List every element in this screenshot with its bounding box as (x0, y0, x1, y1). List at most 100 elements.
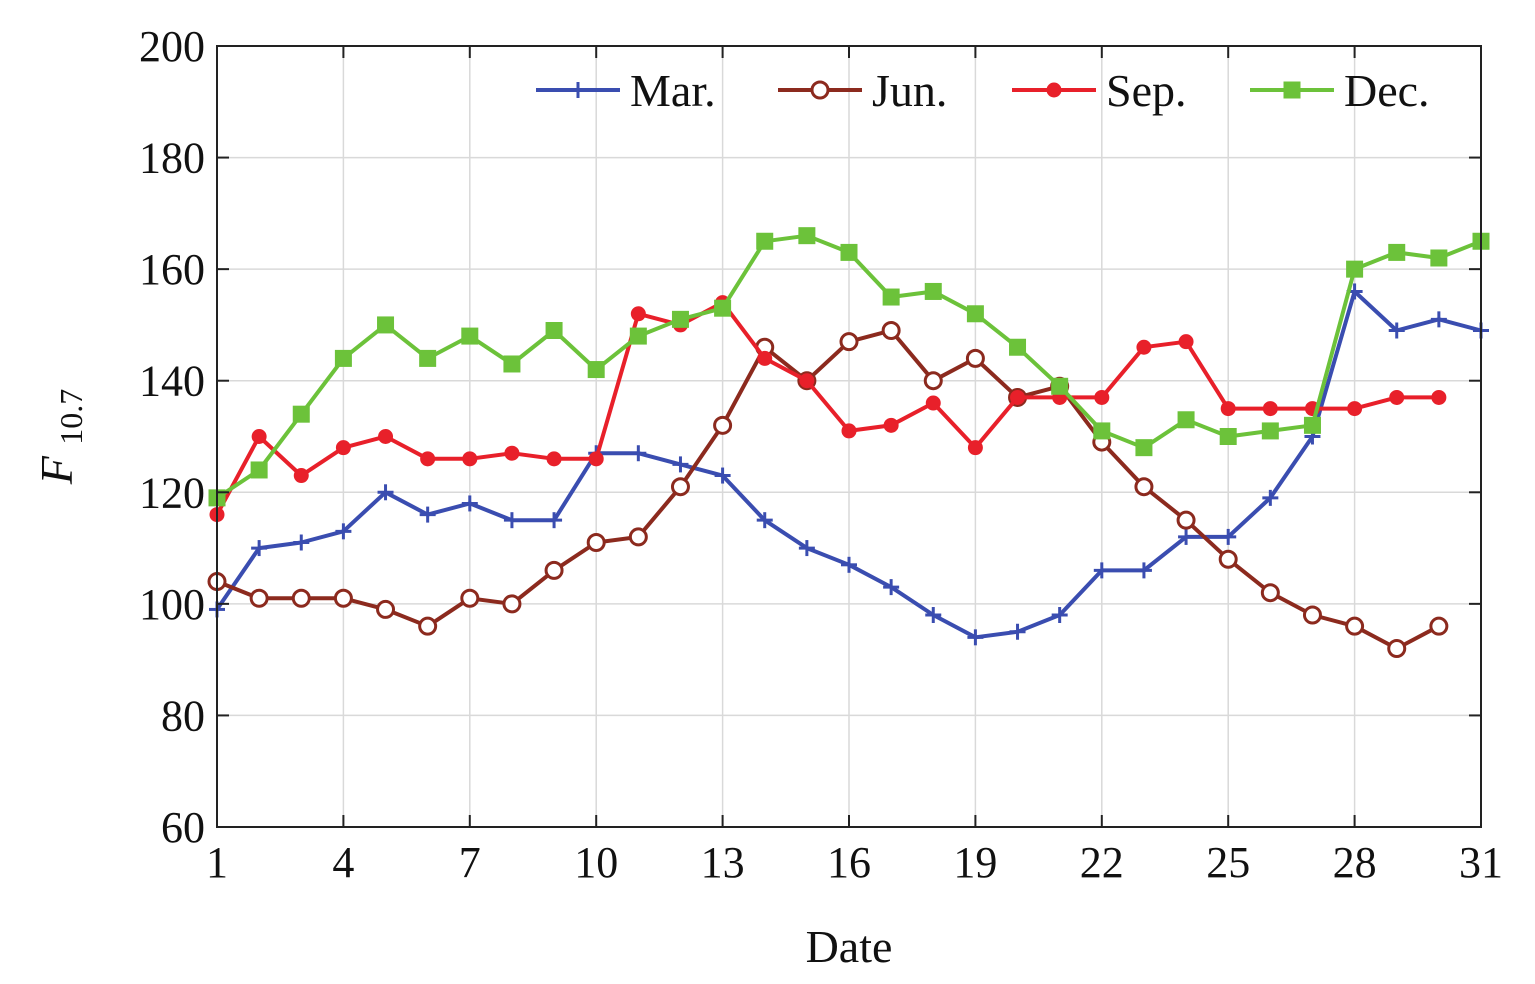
y-tick-label: 60 (161, 803, 205, 852)
data-point-dec (292, 405, 310, 423)
data-point-mar (967, 629, 984, 646)
series-dec (208, 227, 1490, 507)
data-point-sep (1389, 389, 1405, 405)
data-point-dec (671, 310, 689, 328)
legend-item-mar: Mar. (536, 65, 716, 116)
data-point-mar (630, 445, 647, 462)
data-point-dec (1177, 411, 1195, 429)
data-point-dec (419, 349, 437, 367)
data-point-sep (1262, 401, 1278, 417)
data-point-jun (628, 527, 648, 547)
data-point-jun (544, 560, 564, 580)
legend-swatch-marker (570, 82, 586, 98)
y-tick-label: 180 (139, 134, 205, 183)
x-tick-label: 1 (206, 838, 228, 887)
x-axis-label: Date (806, 921, 893, 972)
data-point-dec (587, 361, 605, 379)
data-point-jun (1218, 549, 1238, 569)
data-point-jun (1260, 583, 1280, 603)
data-point-sep (420, 451, 436, 467)
data-point-jun (881, 321, 901, 341)
legend: Mar. Jun. Sep. Dec. (536, 65, 1430, 116)
y-tick-label: 80 (161, 691, 205, 740)
data-point-dec (924, 282, 942, 300)
data-point-jun (460, 588, 480, 608)
data-point-mar (798, 540, 815, 557)
data-point-sep (841, 423, 857, 439)
data-point-dec (334, 349, 352, 367)
legend-label: Dec. (1344, 65, 1430, 116)
data-point-dec (1430, 249, 1448, 267)
data-point-sep (1431, 389, 1447, 405)
data-point-mar (419, 506, 436, 523)
y-axis-label-subscript: 10.7 (53, 389, 89, 445)
data-point-sep (883, 417, 899, 433)
data-point-mar (335, 523, 352, 540)
data-point-mar (1093, 562, 1110, 579)
data-point-dec (1009, 338, 1027, 356)
data-point-sep (630, 306, 646, 322)
data-point-dec (840, 243, 858, 261)
data-point-sep (462, 451, 478, 467)
data-point-jun (1302, 605, 1322, 625)
legend-label: Mar. (630, 65, 716, 116)
data-point-mar (1388, 322, 1405, 339)
data-point-jun (923, 371, 943, 391)
data-point-mar (1178, 528, 1195, 545)
legend-item-dec: Dec. (1250, 65, 1430, 116)
data-point-sep (1220, 401, 1236, 417)
data-point-jun (1387, 638, 1407, 658)
data-point-sep (504, 445, 520, 461)
x-tick-label: 10 (574, 838, 618, 887)
data-point-mar (841, 556, 857, 573)
data-point-jun (965, 348, 985, 368)
y-tick-label: 140 (139, 357, 205, 406)
data-point-dec (1219, 428, 1237, 445)
data-point-sep (546, 451, 562, 467)
data-point-jun (376, 599, 396, 619)
data-point-jun (839, 332, 859, 352)
data-point-dec (1261, 422, 1279, 440)
y-tick-label: 160 (139, 245, 205, 294)
x-tick-label: 28 (1333, 838, 1377, 887)
x-tick-label: 19 (953, 838, 997, 887)
data-point-mar (883, 579, 900, 596)
data-point-mar (925, 607, 942, 624)
legend-swatch-marker (1283, 81, 1301, 99)
data-point-dec (545, 322, 563, 340)
data-point-mar (1009, 623, 1026, 640)
y-axis-label-main: F (31, 455, 82, 485)
data-point-jun (291, 588, 311, 608)
data-point-mar (251, 540, 268, 557)
data-point-jun (1429, 616, 1449, 636)
data-point-mar (461, 495, 478, 512)
data-point-dec (629, 327, 647, 345)
ticks (216, 45, 1482, 828)
data-point-dec (503, 355, 521, 373)
data-point-jun (670, 477, 690, 497)
data-point-dec (966, 305, 984, 323)
data-point-mar (1051, 607, 1068, 624)
y-tick-label: 200 (139, 22, 205, 71)
data-point-mar (756, 512, 773, 529)
data-point-jun (1345, 616, 1365, 636)
data-point-jun (418, 616, 438, 636)
data-point-mar (1220, 528, 1237, 545)
data-point-sep (335, 440, 351, 456)
data-point-sep (1010, 389, 1026, 405)
data-point-dec (1303, 416, 1321, 434)
data-point-sep (251, 429, 267, 444)
y-tick-label: 100 (139, 580, 205, 629)
data-point-jun (1134, 477, 1154, 497)
data-point-mar (293, 534, 310, 551)
x-tick-label: 13 (701, 838, 745, 887)
data-point-mar (377, 484, 394, 501)
data-point-sep (757, 350, 773, 366)
data-point-dec (1346, 260, 1364, 278)
x-tick-label: 22 (1080, 838, 1124, 887)
data-point-mar (503, 512, 520, 529)
data-point-jun (586, 532, 606, 552)
data-point-jun (502, 594, 522, 614)
data-point-sep (925, 395, 941, 411)
